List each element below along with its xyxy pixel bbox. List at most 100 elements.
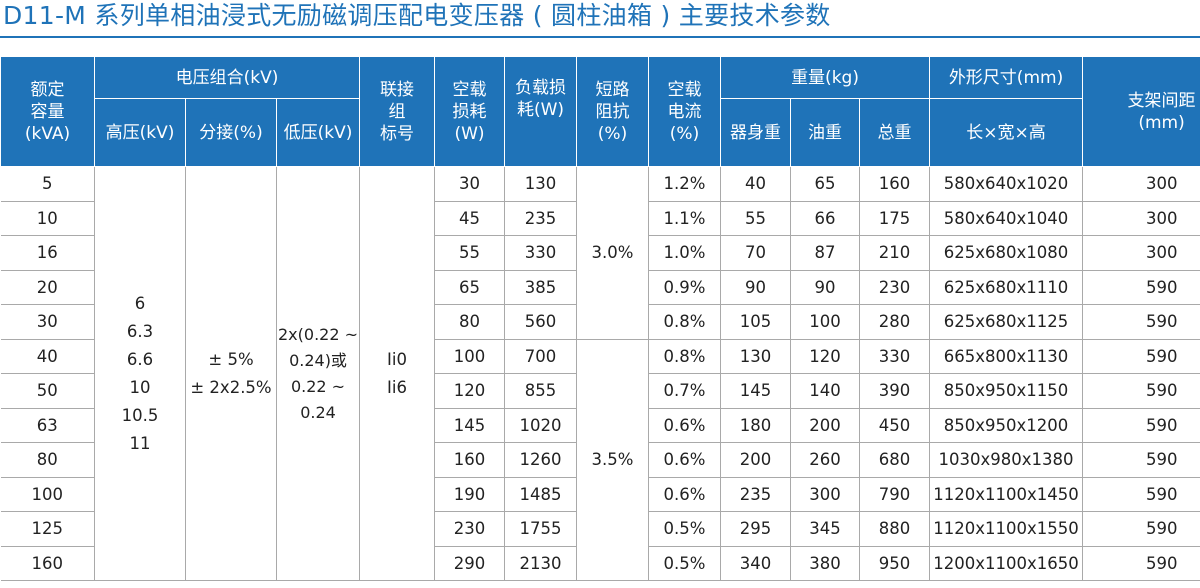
cell-support-spacing: 590	[1082, 304, 1200, 340]
cell-no-load-current: 1.2%	[648, 166, 722, 202]
header-body-weight: 器身重	[720, 98, 792, 167]
cell-oil-weight: 345	[790, 511, 861, 547]
cell-body-weight: 180	[720, 408, 792, 443]
cell-body-weight: 340	[720, 546, 792, 581]
cell-dimensions: 850x950x1150	[929, 373, 1084, 409]
header-line: 电流	[667, 101, 702, 122]
table-header: 额定 容量 (kVA) 电压组合(kV) 联接 组 标号 空载 损耗 (W) 负…	[0, 56, 1200, 167]
title-underline	[0, 36, 1200, 38]
merged-line: ± 5%	[208, 349, 254, 369]
cell-oil-weight: 100	[790, 304, 861, 340]
table-row: 80 160 1260 0.6% 200 260 680 1030x980x1380 590	[0, 442, 1200, 478]
header-line: 额定	[30, 79, 65, 100]
cell-no-load-loss: 190	[434, 477, 506, 512]
merged-line: 2x(0.22 ~	[278, 324, 359, 344]
header-dimensions-sub: 长×宽×高	[929, 98, 1084, 167]
header-weight: 重量(kg)	[720, 56, 931, 99]
cell-dimensions: 625x680x1125	[929, 304, 1084, 340]
table-row: 63 145 1020 0.6% 180 200 450 850x950x1200 590	[0, 408, 1200, 443]
header-line: (%)	[669, 123, 700, 144]
cell-no-load-current: 0.8%	[648, 304, 722, 340]
cell-load-loss: 1260	[504, 442, 578, 478]
header-connection: 联接 组 标号	[359, 56, 436, 167]
cell-load-loss: 560	[504, 304, 578, 340]
cell-support-spacing: 590	[1082, 546, 1200, 581]
table-row: 125 230 1755 0.5% 295 345 880 1120x1100x1550 590	[0, 511, 1200, 547]
header-line: 阻抗	[595, 101, 630, 122]
cell-no-load-current: 0.8%	[648, 339, 722, 374]
header-dimensions: 外形尺寸(mm)	[929, 56, 1084, 99]
cell-no-load-loss: 65	[434, 270, 506, 305]
header-oil-weight: 油重	[790, 98, 861, 167]
merged-line: 0.24)或	[289, 350, 347, 370]
cell-capacity: 100	[0, 477, 95, 512]
cell-total-weight: 280	[859, 304, 931, 340]
header-voltage-group: 电压组合(kV)	[93, 56, 361, 99]
cell-body-weight: 105	[720, 304, 792, 340]
cell-no-load-loss: 160	[434, 442, 506, 478]
header-line: 支架间距	[1127, 90, 1196, 111]
cell-dimensions: 850x950x1200	[929, 408, 1084, 443]
cell-load-loss: 700	[504, 339, 578, 374]
cell-no-load-current: 0.9%	[648, 270, 722, 305]
cell-dimensions: 625x680x1080	[929, 235, 1084, 271]
cell-body-weight: 40	[720, 166, 792, 202]
cell-dimensions: 1120x1100x1550	[929, 511, 1084, 547]
cell-no-load-current: 0.5%	[648, 511, 722, 547]
cell-tap: ± 5% ± 2x2.5%	[185, 166, 277, 581]
cell-oil-weight: 380	[790, 546, 861, 581]
cell-oil-weight: 65	[790, 166, 861, 202]
cell-dimensions: 625x680x1110	[929, 270, 1084, 305]
cell-impedance: 3.0%	[576, 166, 650, 340]
cell-no-load-current: 1.1%	[648, 201, 722, 236]
table-row: 40 100 700 3.5% 0.8% 130 120 330 665x800x1130 590	[0, 339, 1200, 581]
cell-total-weight: 880	[859, 511, 931, 547]
merged-line: 0.24	[300, 402, 336, 422]
header-line: (W)	[454, 123, 485, 144]
cell-capacity: 16	[0, 235, 95, 271]
header-line: 组	[388, 101, 406, 122]
cell-total-weight: 210	[859, 235, 931, 271]
cell-load-loss: 330	[504, 235, 578, 271]
cell-dimensions: 665x800x1130	[929, 339, 1084, 374]
cell-support-spacing: 590	[1082, 442, 1200, 478]
merged-line: 10	[129, 377, 151, 397]
header-line: 耗(W)	[516, 100, 565, 120]
cell-dimensions: 1030x980x1380	[929, 442, 1084, 478]
table-row: 50 120 855 0.7% 145 140 390 850x950x1150 590	[0, 373, 1200, 409]
table-row: 16 55 330 1.0% 70 87 210 625x680x1080 300	[0, 235, 1200, 271]
cell-oil-weight: 300	[790, 477, 861, 512]
table-row: 20 65 385 0.9% 90 90 230 625x680x1110 590	[0, 270, 1200, 305]
cell-total-weight: 950	[859, 546, 931, 581]
cell-no-load-loss: 120	[434, 373, 506, 409]
cell-support-spacing: 590	[1082, 270, 1200, 305]
cell-support-spacing: 590	[1082, 339, 1200, 374]
cell-total-weight: 230	[859, 270, 931, 305]
cell-no-load-loss: 100	[434, 339, 506, 374]
cell-no-load-loss: 290	[434, 546, 506, 581]
cell-total-weight: 450	[859, 408, 931, 443]
merged-line: 6.3	[126, 321, 154, 341]
header-rated-capacity: 额定 容量 (kVA)	[0, 56, 95, 167]
cell-capacity: 5	[0, 166, 95, 202]
cell-total-weight: 790	[859, 477, 931, 512]
header-line: 空载	[667, 79, 702, 100]
header-line: 空载	[452, 79, 487, 100]
cell-total-weight: 390	[859, 373, 931, 409]
merged-line: 0.22 ~	[290, 376, 346, 396]
table-row: 5 6 6.3 6.6 10 10.5 11 ± 5% ± 2x2.5% 2x(0.22 ~ 0.2…	[0, 166, 1200, 581]
cell-no-load-loss: 145	[434, 408, 506, 443]
cell-low-voltage: 2x(0.22 ~ 0.24)或 0.22 ~ 0.24	[276, 166, 361, 581]
table-row: 30 80 560 0.8% 105 100 280 625x680x1125 590	[0, 304, 1200, 340]
header-no-load-current: 空载 电流 (%)	[648, 56, 722, 167]
merged-line: Ii6	[387, 377, 407, 397]
header-line: (mm)	[1138, 112, 1185, 133]
cell-dimensions: 1120x1100x1450	[929, 477, 1084, 512]
cell-total-weight: 175	[859, 201, 931, 236]
header-line: 联接	[380, 79, 415, 100]
cell-support-spacing: 300	[1082, 166, 1200, 202]
cell-total-weight: 680	[859, 442, 931, 478]
cell-no-load-loss: 55	[434, 235, 506, 271]
cell-load-loss: 855	[504, 373, 578, 409]
cell-capacity: 50	[0, 373, 95, 409]
